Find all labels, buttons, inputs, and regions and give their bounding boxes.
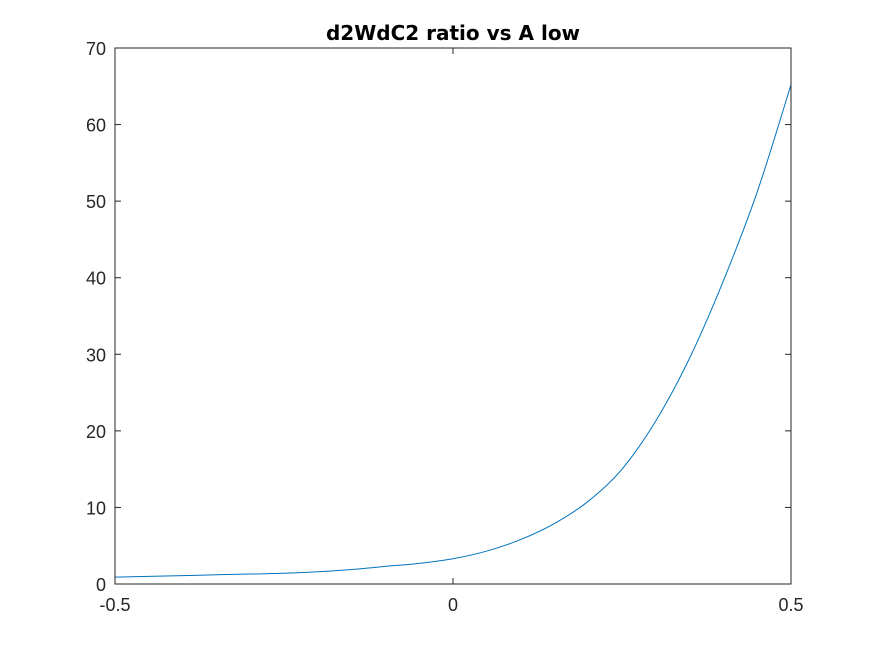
y-tick-label: 50 — [86, 192, 106, 212]
y-tick-label: 60 — [86, 116, 106, 136]
y-tick-label: 20 — [86, 422, 106, 442]
y-tick-label: 40 — [86, 269, 106, 289]
chart-title: d2WdC2 ratio vs A low — [326, 21, 580, 45]
series-line-0 — [114, 84, 792, 578]
x-tick-label: 0.5 — [778, 595, 803, 615]
y-tick-label: 0 — [96, 575, 106, 595]
y-tick-label: 30 — [86, 345, 106, 365]
x-tick-label: -0.5 — [99, 595, 130, 615]
y-tick-label: 10 — [86, 498, 106, 518]
series-group — [114, 84, 792, 578]
plot-frame — [114, 47, 792, 585]
plot-area — [115, 48, 791, 584]
x-tick-label: 0 — [448, 595, 458, 615]
y-tick-label: 70 — [86, 39, 106, 59]
